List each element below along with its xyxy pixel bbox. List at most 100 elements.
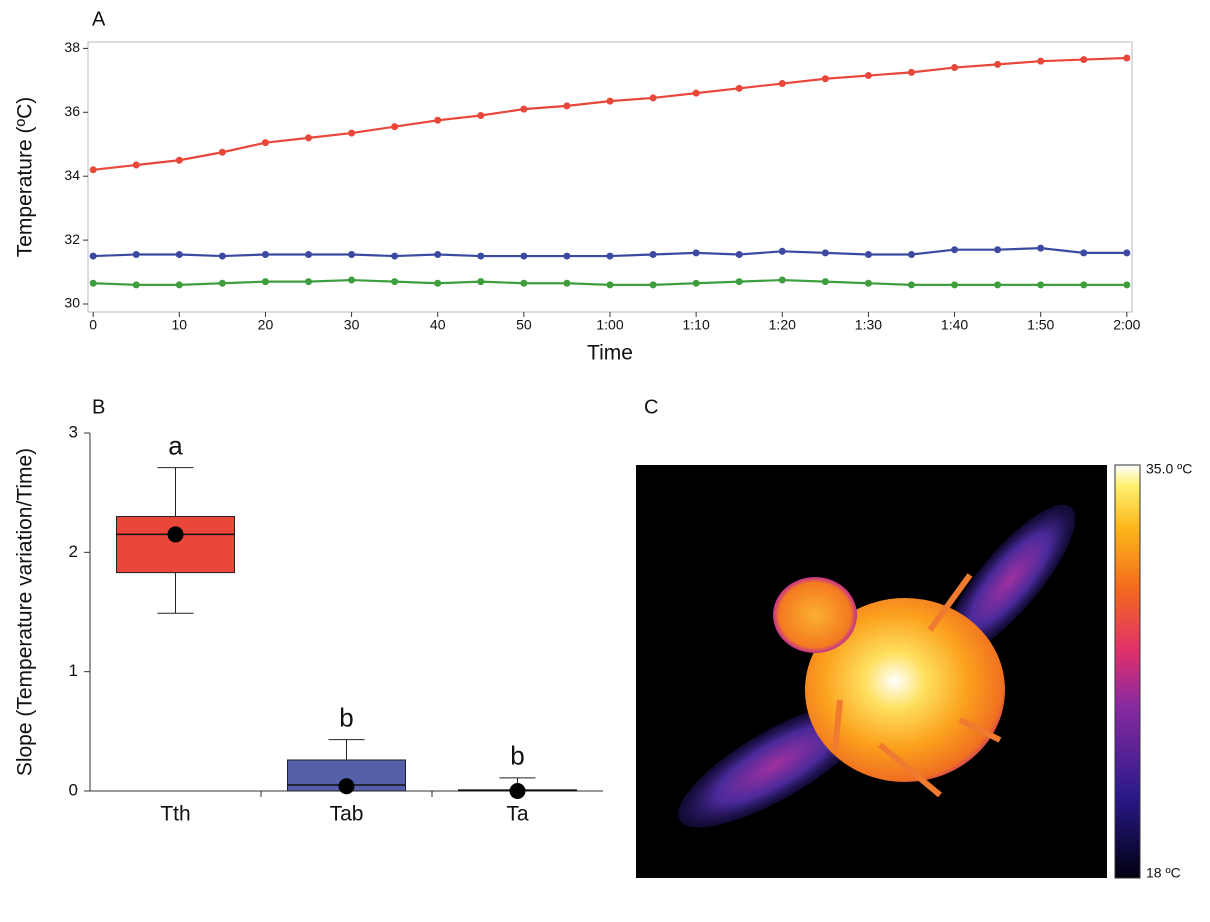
y-tick-label: 0 xyxy=(69,780,78,799)
data-point xyxy=(821,249,829,257)
data-point xyxy=(218,148,226,156)
thorax xyxy=(805,598,1005,782)
data-point xyxy=(477,252,485,260)
data-point xyxy=(1123,281,1131,289)
data-point xyxy=(1037,281,1045,289)
y-tick-label: 3 xyxy=(69,422,78,441)
data-point xyxy=(821,75,829,83)
data-point xyxy=(261,139,269,147)
data-point xyxy=(994,60,1002,68)
data-point xyxy=(89,252,97,260)
y-tick-label: 2 xyxy=(69,542,78,561)
data-point xyxy=(606,281,614,289)
x-tick-label: 1:00 xyxy=(596,317,623,333)
x-tick-label: Tth xyxy=(160,803,190,826)
data-point xyxy=(391,252,399,260)
data-point xyxy=(520,252,528,260)
data-point xyxy=(89,279,97,287)
scale-max-label: 35.0 ºC xyxy=(1146,461,1192,477)
data-point xyxy=(864,250,872,258)
data-point xyxy=(907,281,915,289)
data-point xyxy=(692,249,700,257)
x-tick-label: 10 xyxy=(172,317,188,333)
data-point xyxy=(348,276,356,284)
data-point xyxy=(132,161,140,169)
data-point xyxy=(864,72,872,80)
data-point xyxy=(649,94,657,102)
data-point xyxy=(477,278,485,286)
series-line xyxy=(93,56,1127,171)
color-scale xyxy=(1114,464,1141,879)
data-point xyxy=(606,97,614,105)
data-point xyxy=(563,102,571,110)
data-point xyxy=(477,111,485,119)
y-axis-label: Slope (Temperature variation/Time) xyxy=(14,448,37,776)
y-axis-label: Temperature (ºC) xyxy=(14,97,37,258)
data-point xyxy=(132,281,140,289)
data-point xyxy=(434,250,442,258)
y-tick-label: 1 xyxy=(69,661,78,680)
data-point xyxy=(218,252,226,260)
data-point xyxy=(649,250,657,258)
x-tick-label: 1:30 xyxy=(855,317,882,333)
data-point xyxy=(563,252,571,260)
head xyxy=(773,577,857,653)
x-axis-label: Time xyxy=(587,342,633,365)
data-point xyxy=(348,129,356,137)
y-tick-label: 34 xyxy=(64,167,80,183)
x-tick-label: 50 xyxy=(516,317,532,333)
data-point xyxy=(305,250,313,258)
data-point xyxy=(261,278,269,286)
data-point xyxy=(994,281,1002,289)
scale-min-label: 18 ºC xyxy=(1146,865,1181,881)
x-tick-label: 2:00 xyxy=(1113,317,1140,333)
data-point xyxy=(132,250,140,258)
significance-letter: a xyxy=(168,430,183,460)
panel-label: A xyxy=(92,8,106,30)
x-tick-label: 30 xyxy=(344,317,360,333)
data-point xyxy=(1123,54,1131,62)
data-point xyxy=(735,278,743,286)
data-point xyxy=(175,250,183,258)
data-point xyxy=(434,279,442,287)
y-tick-label: 32 xyxy=(64,231,80,247)
data-point xyxy=(391,123,399,131)
y-tick-label: 38 xyxy=(64,39,80,55)
legs xyxy=(832,573,1002,798)
data-point xyxy=(1037,244,1045,252)
panel-label: B xyxy=(92,396,105,418)
data-point xyxy=(520,105,528,113)
data-point xyxy=(951,64,959,72)
data-point xyxy=(735,84,743,92)
data-point xyxy=(1080,249,1088,257)
plot-frame xyxy=(87,41,1133,313)
significance-letter: b xyxy=(510,741,524,771)
data-point xyxy=(692,279,700,287)
x-tick-label: Ta xyxy=(506,803,529,826)
data-point xyxy=(778,80,786,88)
data-point xyxy=(735,250,743,258)
data-point xyxy=(434,116,442,124)
data-point xyxy=(175,156,183,164)
mean-marker xyxy=(509,783,526,799)
data-point xyxy=(907,250,915,258)
data-point xyxy=(1080,56,1088,64)
data-point xyxy=(1080,281,1088,289)
significance-letter: b xyxy=(339,703,353,733)
data-point xyxy=(1123,249,1131,257)
y-tick-label: 36 xyxy=(64,103,80,119)
data-point xyxy=(864,279,872,287)
data-point xyxy=(692,89,700,97)
data-point xyxy=(89,166,97,174)
data-point xyxy=(348,250,356,258)
wing xyxy=(944,504,1076,656)
x-tick-label: 1:10 xyxy=(683,317,710,333)
thermal-image xyxy=(636,464,1141,879)
mean-marker xyxy=(167,526,184,543)
data-point xyxy=(563,279,571,287)
x-tick-label: 1:40 xyxy=(941,317,968,333)
data-point xyxy=(907,68,915,76)
data-point xyxy=(649,281,657,289)
data-point xyxy=(994,246,1002,254)
